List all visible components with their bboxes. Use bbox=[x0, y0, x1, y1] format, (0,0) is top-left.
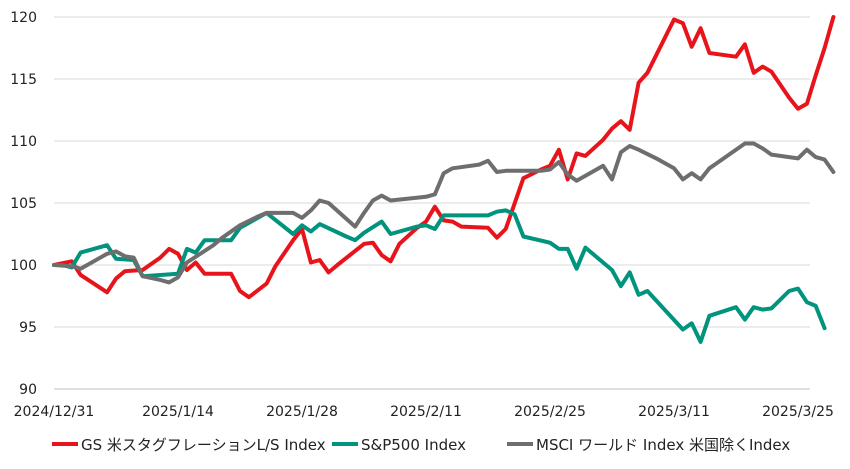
legend: GS 米スタグフレーションL/S Index S&P500 Index MSCI ワ… bbox=[52, 436, 790, 454]
y-tick-label: 105 bbox=[10, 196, 37, 212]
x-tick-label: 2025/1/14 bbox=[142, 404, 214, 420]
y-tick-label: 95 bbox=[19, 320, 37, 336]
x-axis-ticks: 2024/12/31 2025/1/14 2025/1/28 2025/2/11 202… bbox=[14, 404, 834, 420]
x-tick-label: 2025/2/11 bbox=[390, 404, 462, 420]
y-tick-label: 120 bbox=[10, 10, 37, 26]
legend-label: S&P500 Index bbox=[361, 436, 466, 454]
y-tick-label: 115 bbox=[10, 72, 37, 88]
series-line-2 bbox=[52, 208, 827, 344]
x-tick-label: 2025/2/25 bbox=[514, 404, 586, 420]
x-tick-label: 2025/3/11 bbox=[638, 404, 710, 420]
x-tick-label: 2025/3/25 bbox=[762, 404, 834, 420]
y-tick-label: 110 bbox=[10, 134, 37, 150]
y-tick-label: 100 bbox=[10, 258, 37, 274]
x-tick-label: 2024/12/31 bbox=[14, 404, 95, 420]
series-line-3 bbox=[52, 141, 836, 285]
y-axis-ticks: 90 95 100 105 110 115 120 bbox=[10, 10, 37, 398]
y-tick-label: 90 bbox=[19, 382, 37, 398]
x-tick-label: 2025/1/28 bbox=[266, 404, 338, 420]
legend-label: MSCI ワールド Index 米国除くIndex bbox=[536, 436, 790, 454]
legend-label: GS 米スタグフレーションL/S Index bbox=[81, 436, 326, 454]
series-line-1 bbox=[52, 15, 836, 300]
series-lines bbox=[52, 15, 836, 344]
